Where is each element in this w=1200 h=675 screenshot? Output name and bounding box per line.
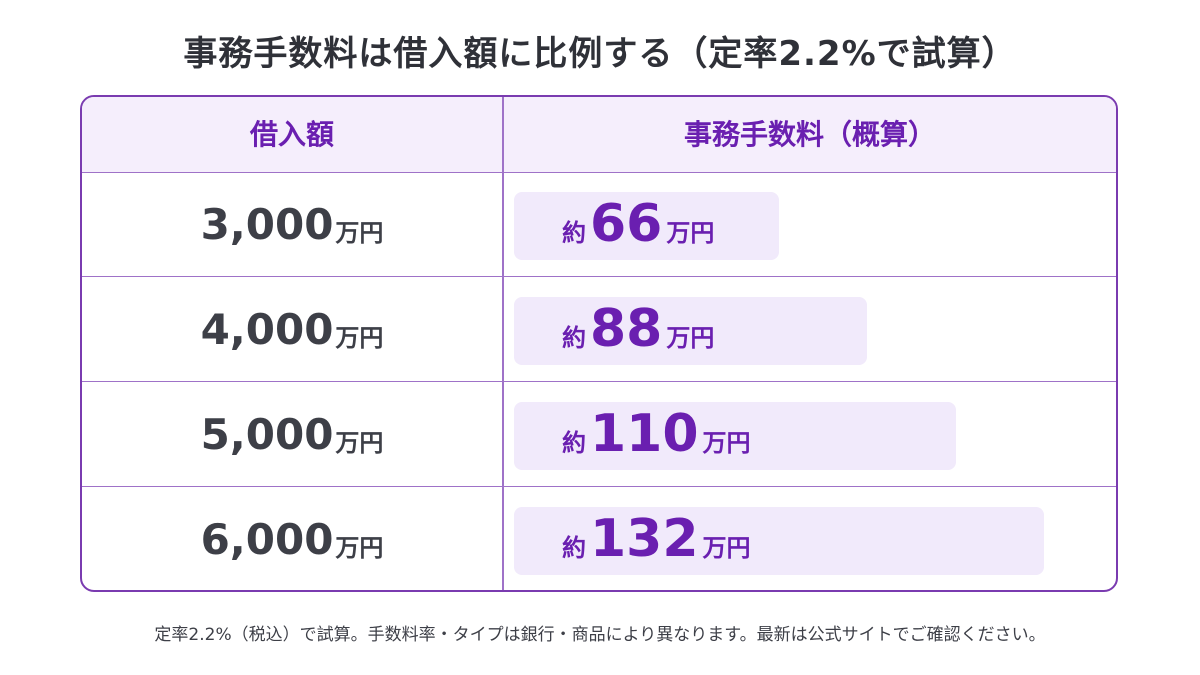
loan-amount-cell: 3,000 万円 xyxy=(82,172,502,276)
table-row: 5,000 万円 約 110 万円 xyxy=(82,382,1116,487)
loan-amount-value: 5,000 xyxy=(200,409,334,459)
loan-amount-value: 3,000 xyxy=(200,199,334,249)
fee-label: 約 66 万円 xyxy=(562,172,714,276)
loan-amount-unit: 万円 xyxy=(335,428,384,457)
header-fee: 事務手数料（概算） xyxy=(683,118,936,151)
fee-prefix: 約 xyxy=(562,323,586,352)
fee-prefix: 約 xyxy=(562,218,586,247)
loan-amount-unit: 万円 xyxy=(335,218,384,247)
loan-amount-unit: 万円 xyxy=(335,323,384,352)
fee-unit: 万円 xyxy=(702,428,751,457)
fee-unit: 万円 xyxy=(666,218,715,247)
fee-bar xyxy=(514,507,1044,575)
table-row: 4,000 万円 約 88 万円 xyxy=(82,277,1116,382)
fee-value: 66 xyxy=(590,194,663,254)
fee-label: 約 110 万円 xyxy=(562,382,751,486)
fee-prefix: 約 xyxy=(562,428,586,457)
fee-value: 88 xyxy=(590,299,663,359)
table-row: 6,000 万円 約 132 万円 xyxy=(82,487,1116,590)
fee-bar xyxy=(514,192,779,260)
fee-prefix: 約 xyxy=(562,533,586,562)
fee-unit: 万円 xyxy=(702,533,751,562)
loan-amount-cell: 4,000 万円 xyxy=(82,277,502,381)
fee-bar xyxy=(514,297,867,365)
table-header: 借入額 事務手数料（概算） xyxy=(82,97,1116,173)
column-divider xyxy=(502,97,504,590)
fee-bar xyxy=(514,402,956,470)
fee-value: 132 xyxy=(590,509,699,569)
fee-label: 約 88 万円 xyxy=(562,277,714,381)
fee-table: 借入額 事務手数料（概算） 3,000 万円 約 66 万円 4,000 万円 … xyxy=(80,95,1118,592)
fee-unit: 万円 xyxy=(666,323,715,352)
header-loan-amount: 借入額 xyxy=(249,118,334,151)
chart-title: 事務手数料は借入額に比例する（定率2.2%で試算） xyxy=(183,34,1017,74)
loan-amount-cell: 6,000 万円 xyxy=(82,487,502,590)
footnote: 定率2.2%（税込）で試算。手数料率・タイプは銀行・商品により異なります。最新は… xyxy=(154,625,1046,645)
loan-amount-unit: 万円 xyxy=(335,533,384,562)
loan-amount-value: 6,000 xyxy=(200,514,334,564)
fee-label: 約 132 万円 xyxy=(562,487,751,590)
loan-amount-cell: 5,000 万円 xyxy=(82,382,502,486)
loan-amount-value: 4,000 xyxy=(200,304,334,354)
table-row: 3,000 万円 約 66 万円 xyxy=(82,172,1116,277)
fee-value: 110 xyxy=(590,404,699,464)
